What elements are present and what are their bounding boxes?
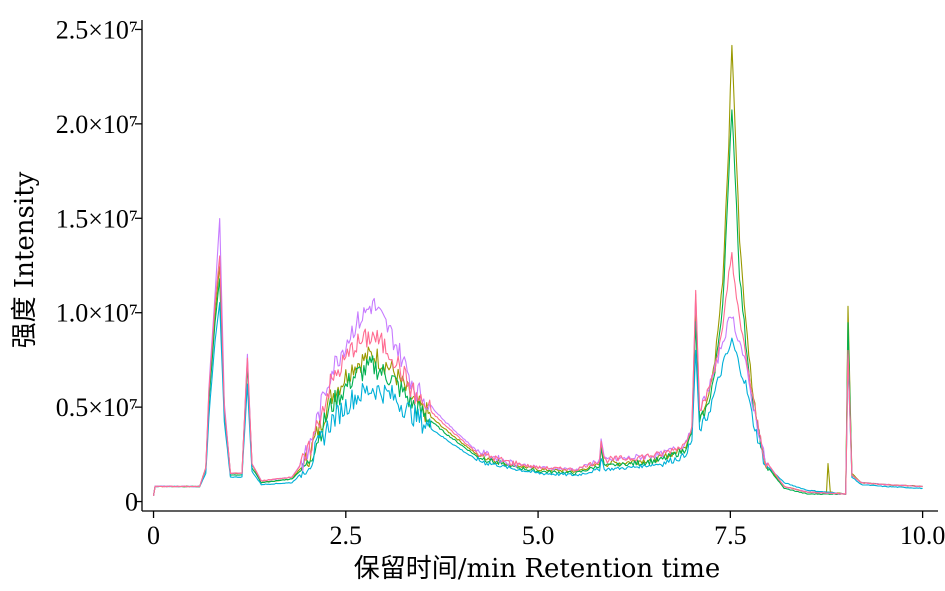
- series-group: [152, 44, 923, 496]
- series-line-1: [152, 44, 923, 496]
- y-tick-label: 0: [125, 488, 138, 517]
- x-tick-label: 0: [147, 521, 160, 550]
- series-line-3: [152, 302, 923, 496]
- x-tick-label: 10.0: [900, 521, 945, 550]
- series-line-5: [152, 251, 923, 496]
- x-axis-title: 保留时间/min Retention time: [354, 554, 721, 584]
- x-axis-ticks: 0 2.5 5.0 7.5 10.0: [147, 511, 945, 550]
- series-line-2: [152, 109, 923, 496]
- y-tick-label: 0.5×10⁷: [56, 393, 138, 422]
- x-tick-label: 2.5: [330, 521, 363, 550]
- x-tick-label: 7.5: [714, 521, 747, 550]
- y-tick-label: 1.0×10⁷: [56, 299, 138, 328]
- series-line-4: [152, 218, 923, 496]
- y-axis-ticks: 0 0.5×10⁷ 1.0×10⁷ 1.5×10⁷ 2.0×10⁷ 2.5×10⁷: [56, 15, 142, 517]
- y-tick-label: 2.0×10⁷: [56, 110, 138, 139]
- x-tick-label: 5.0: [522, 521, 555, 550]
- y-tick-label: 1.5×10⁷: [56, 204, 138, 233]
- y-tick-label: 2.5×10⁷: [56, 15, 138, 44]
- y-axis-title: 强度 Intensity: [10, 171, 40, 348]
